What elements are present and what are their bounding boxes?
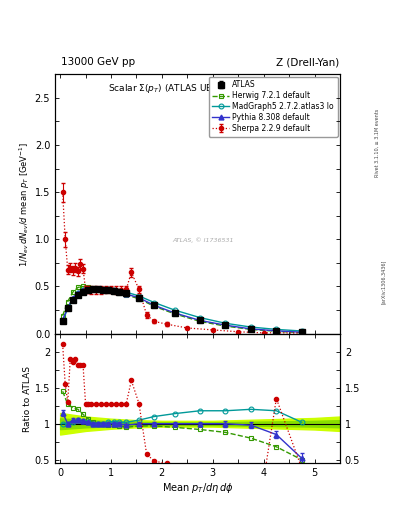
MadGraph5 2.7.2.atlas3 lo [172,307,177,313]
Herwig 7.2.1 default [60,313,65,319]
Text: 13000 GeV pp: 13000 GeV pp [61,57,135,67]
Herwig 7.2.1 default [111,289,116,295]
Pythia 8.308 default [86,286,90,292]
Pythia 8.308 default [137,295,141,301]
Pythia 8.308 default [111,288,116,294]
Legend: ATLAS, Herwig 7.2.1 default, MadGraph5 2.7.2.atlas3 lo, Pythia 8.308 default, Sh: ATLAS, Herwig 7.2.1 default, MadGraph5 2… [209,76,338,137]
Text: ATLAS, © I1736531: ATLAS, © I1736531 [173,238,234,243]
Herwig 7.2.1 default [65,298,70,305]
Line: Herwig 7.2.1 default: Herwig 7.2.1 default [60,284,304,335]
MadGraph5 2.7.2.atlas3 lo [75,290,80,296]
Pythia 8.308 default [91,286,95,292]
Pythia 8.308 default [274,328,279,334]
Herwig 7.2.1 default [124,292,129,298]
Text: Scalar $\Sigma(p_T)$ (ATLAS UE in Z production): Scalar $\Sigma(p_T)$ (ATLAS UE in Z prod… [108,82,287,95]
Pythia 8.308 default [116,289,121,295]
Pythia 8.308 default [70,295,75,301]
Pythia 8.308 default [101,287,106,293]
Pythia 8.308 default [81,287,85,293]
Herwig 7.2.1 default [172,311,177,317]
Y-axis label: Ratio to ATLAS: Ratio to ATLAS [23,366,32,432]
X-axis label: Mean $p_T/d\eta\,d\phi$: Mean $p_T/d\eta\,d\phi$ [162,481,233,495]
Herwig 7.2.1 default [75,284,80,290]
Text: Rivet 3.1.10, ≥ 3.1M events: Rivet 3.1.10, ≥ 3.1M events [375,109,380,178]
MadGraph5 2.7.2.atlas3 lo [223,320,228,326]
Text: [arXiv:1306.3436]: [arXiv:1306.3436] [381,260,386,304]
Herwig 7.2.1 default [274,328,279,334]
Herwig 7.2.1 default [248,326,253,332]
MadGraph5 2.7.2.atlas3 lo [274,326,279,332]
MadGraph5 2.7.2.atlas3 lo [152,300,156,306]
Herwig 7.2.1 default [198,318,202,325]
MadGraph5 2.7.2.atlas3 lo [111,287,116,293]
MadGraph5 2.7.2.atlas3 lo [65,305,70,311]
MadGraph5 2.7.2.atlas3 lo [248,324,253,330]
Pythia 8.308 default [299,329,304,335]
Herwig 7.2.1 default [223,323,228,329]
MadGraph5 2.7.2.atlas3 lo [60,318,65,325]
MadGraph5 2.7.2.atlas3 lo [91,286,95,292]
Herwig 7.2.1 default [101,287,106,293]
Pythia 8.308 default [96,286,101,292]
Pythia 8.308 default [65,305,70,311]
Herwig 7.2.1 default [81,284,85,290]
MadGraph5 2.7.2.atlas3 lo [106,286,111,292]
MadGraph5 2.7.2.atlas3 lo [70,295,75,302]
Pythia 8.308 default [248,326,253,332]
Pythia 8.308 default [223,322,228,328]
Pythia 8.308 default [152,302,156,308]
Herwig 7.2.1 default [137,295,141,302]
MadGraph5 2.7.2.atlas3 lo [137,293,141,299]
MadGraph5 2.7.2.atlas3 lo [116,288,121,294]
Pythia 8.308 default [60,316,65,323]
Herwig 7.2.1 default [152,303,156,309]
Herwig 7.2.1 default [86,284,90,290]
MadGraph5 2.7.2.atlas3 lo [124,289,129,295]
Text: Z (Drell-Yan): Z (Drell-Yan) [276,57,339,67]
Pythia 8.308 default [124,291,129,297]
Herwig 7.2.1 default [70,289,75,295]
MadGraph5 2.7.2.atlas3 lo [86,286,90,292]
Herwig 7.2.1 default [299,330,304,336]
Pythia 8.308 default [198,317,202,324]
MadGraph5 2.7.2.atlas3 lo [299,328,304,334]
Y-axis label: $1/N_{ev}\,dN_{ev}/d$ mean $p_T$ [GeV$^{-1}$]: $1/N_{ev}\,dN_{ev}/d$ mean $p_T$ [GeV$^{… [17,141,32,267]
MadGraph5 2.7.2.atlas3 lo [81,287,85,293]
Pythia 8.308 default [106,287,111,293]
MadGraph5 2.7.2.atlas3 lo [198,314,202,321]
Herwig 7.2.1 default [106,288,111,294]
Herwig 7.2.1 default [91,285,95,291]
MadGraph5 2.7.2.atlas3 lo [96,286,101,292]
Pythia 8.308 default [172,310,177,316]
Herwig 7.2.1 default [96,286,101,292]
Herwig 7.2.1 default [116,290,121,296]
Pythia 8.308 default [75,290,80,296]
Line: Pythia 8.308 default: Pythia 8.308 default [60,287,304,335]
Line: MadGraph5 2.7.2.atlas3 lo: MadGraph5 2.7.2.atlas3 lo [60,287,304,333]
MadGraph5 2.7.2.atlas3 lo [101,286,106,292]
